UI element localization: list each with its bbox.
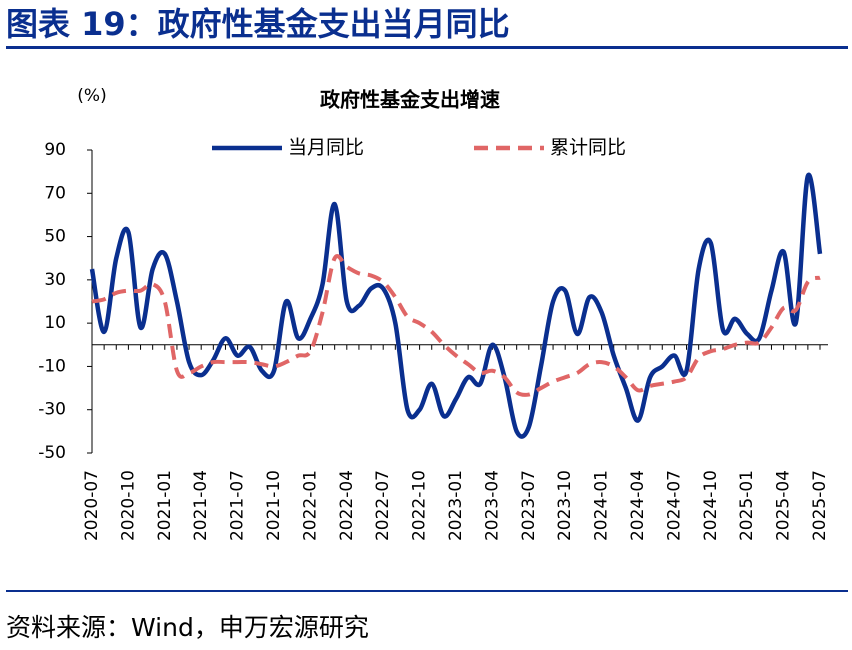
x-tick-label: 2020-10 xyxy=(118,470,138,541)
x-tick-label: 2021-04 xyxy=(191,470,211,541)
x-tick-label: 2024-10 xyxy=(701,470,721,541)
x-tick-label: 2021-07 xyxy=(228,470,248,541)
y-tick-label: 50 xyxy=(44,227,66,247)
y-tick-label: 90 xyxy=(44,140,66,160)
source-rule xyxy=(6,590,848,592)
page-title: 图表 19：政府性基金支出当月同比 xyxy=(6,5,510,43)
x-tick-label: 2022-04 xyxy=(337,470,357,541)
y-tick-label: 70 xyxy=(44,183,66,203)
x-tick-label: 2022-07 xyxy=(373,470,393,541)
x-tick-label: 2023-07 xyxy=(519,470,539,541)
title-rule xyxy=(6,46,848,49)
y-tick-label: -50 xyxy=(38,443,66,463)
x-tick-label: 2020-07 xyxy=(82,470,102,541)
x-tick-label: 2022-01 xyxy=(300,470,320,541)
y-tick-label: -30 xyxy=(38,400,66,420)
x-tick-label: 2025-07 xyxy=(810,470,830,541)
x-tick-label: 2024-07 xyxy=(664,470,684,541)
x-tick-label: 2024-04 xyxy=(628,470,648,541)
x-tick-label: 2025-01 xyxy=(737,470,757,541)
x-tick-label: 2024-01 xyxy=(592,470,612,541)
series-line xyxy=(89,172,823,439)
x-tick-label: 2023-01 xyxy=(446,470,466,541)
chart-title: 政府性基金支出增速 xyxy=(320,88,500,112)
x-tick-label: 2023-04 xyxy=(482,470,502,541)
x-tick-label: 2021-10 xyxy=(264,470,284,541)
x-tick-label: 2022-10 xyxy=(410,470,430,541)
x-tick-label: 2023-10 xyxy=(555,470,575,541)
y-unit: (%) xyxy=(77,86,106,106)
y-tick-label: -10 xyxy=(38,356,66,376)
legend-label: 当月同比 xyxy=(288,137,364,159)
series-line xyxy=(91,254,821,397)
y-tick-label: 30 xyxy=(44,270,66,290)
x-tick-label: 2025-04 xyxy=(774,470,794,541)
source: 资料来源：Wind，申万宏源研究 xyxy=(6,613,369,642)
legend-label: 累计同比 xyxy=(550,137,626,159)
y-tick-label: 10 xyxy=(44,313,66,333)
x-tick-label: 2021-01 xyxy=(155,470,175,541)
